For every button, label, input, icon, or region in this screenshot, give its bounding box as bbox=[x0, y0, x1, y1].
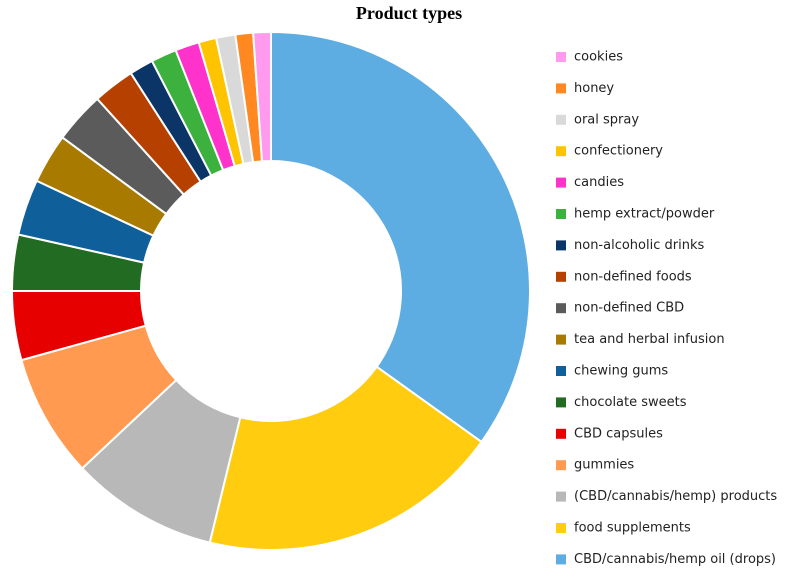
legend-swatch bbox=[556, 428, 566, 439]
legend-swatch bbox=[556, 460, 566, 471]
legend-label: non-defined CBD bbox=[574, 301, 684, 316]
legend-swatch bbox=[556, 146, 566, 157]
legend-swatch bbox=[556, 334, 566, 345]
legend-label: chewing gums bbox=[574, 364, 668, 379]
legend-label: hemp extract/powder bbox=[574, 207, 715, 222]
legend-label: confectionery bbox=[574, 144, 663, 159]
donut-slice bbox=[270, 30, 531, 444]
legend-label: oral spray bbox=[574, 112, 639, 127]
chart-title: Product types bbox=[356, 3, 462, 23]
donut-slice bbox=[208, 365, 483, 551]
legend-label: non-defined foods bbox=[574, 269, 692, 284]
legend-label: non-alcoholic drinks bbox=[574, 238, 704, 253]
legend-swatch bbox=[556, 303, 566, 314]
legend-label: (CBD/cannabis/hemp) products bbox=[574, 489, 777, 504]
legend-swatch bbox=[556, 397, 566, 408]
legend-label: food supplements bbox=[574, 521, 691, 536]
legend-label: CBD capsules bbox=[574, 426, 663, 441]
legend-swatch bbox=[556, 177, 566, 188]
legend-swatch bbox=[556, 491, 566, 502]
legend-swatch bbox=[556, 240, 566, 251]
legend-label: honey bbox=[574, 81, 614, 96]
legend-swatch bbox=[556, 271, 566, 282]
legend-swatch bbox=[556, 523, 566, 533]
legend-label: CBD/cannabis/hemp oil (drops) bbox=[574, 552, 776, 567]
legend-label: cookies bbox=[574, 50, 623, 65]
legend-label: gummies bbox=[574, 458, 634, 473]
donut-slice bbox=[252, 30, 272, 163]
legend-label: candies bbox=[574, 175, 624, 190]
legend-swatch bbox=[556, 83, 566, 94]
legend-label: chocolate sweets bbox=[574, 395, 687, 410]
legend-swatch bbox=[556, 52, 566, 62]
legend-label: tea and herbal infusion bbox=[574, 332, 725, 347]
legend-swatch bbox=[556, 209, 566, 219]
legend-swatch bbox=[556, 554, 566, 565]
legend-swatch bbox=[556, 114, 566, 125]
legend-swatch bbox=[556, 366, 566, 376]
